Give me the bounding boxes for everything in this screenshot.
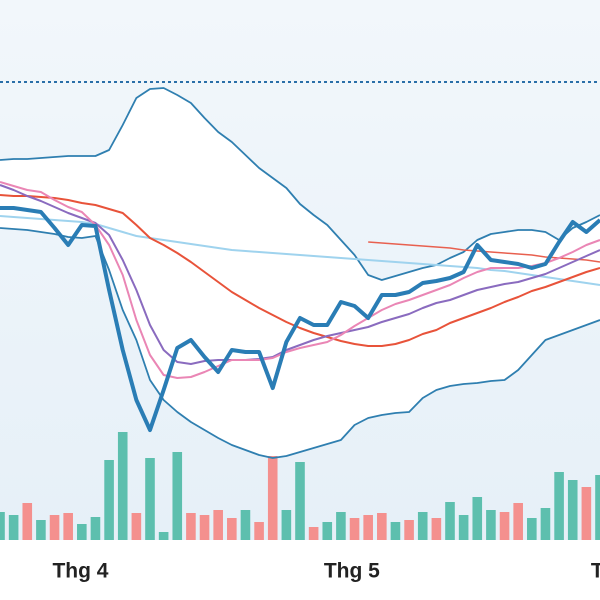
- line-series: [0, 206, 600, 432]
- volume-bar: [581, 487, 592, 540]
- volume-bar: [527, 518, 537, 540]
- volume-bar: [390, 522, 401, 540]
- volume-bar: [145, 458, 155, 540]
- volume-bar: [567, 480, 578, 540]
- volume-bar: [63, 513, 73, 540]
- volume-bar: [104, 460, 114, 540]
- volume-bar: [281, 510, 292, 540]
- line-series: [0, 184, 600, 365]
- band-fill: [0, 88, 600, 458]
- volume-bar: [486, 510, 496, 540]
- volume-bar: [49, 515, 60, 540]
- volume-bar: [554, 472, 564, 540]
- volume-bar: [295, 462, 305, 540]
- volume-bar: [8, 515, 19, 540]
- band-upper: [0, 87, 600, 281]
- volume-bar: [404, 520, 414, 540]
- line-series: [0, 181, 600, 379]
- volume-bar: [158, 532, 169, 540]
- axis-background: [0, 540, 600, 600]
- volume-bar: [513, 503, 523, 540]
- volume-bar: [431, 518, 442, 540]
- x-tick-label: Thg 5: [324, 560, 380, 583]
- volume-bar: [377, 513, 387, 540]
- volume-bar: [349, 518, 360, 540]
- volume-bar: [22, 503, 33, 540]
- volume-bar: [540, 508, 551, 540]
- volume-bar: [472, 497, 483, 540]
- volume-bar: [363, 515, 373, 540]
- volume-bar: [240, 510, 251, 540]
- volume-bar: [90, 517, 101, 540]
- volume-bar: [499, 512, 510, 540]
- volume-bar: [117, 432, 128, 540]
- volume-bar: [267, 456, 278, 540]
- volume-bar: [336, 512, 346, 540]
- volume-bar: [254, 522, 264, 540]
- volume-bar: [445, 502, 455, 540]
- volume-bar: [308, 527, 319, 540]
- line-series: [0, 194, 600, 347]
- volume-bar: [172, 452, 183, 540]
- x-tick-label: Thg 4: [52, 560, 108, 583]
- volume-bar: [199, 515, 210, 540]
- volume-bar: [186, 513, 196, 540]
- volume-bar: [417, 512, 428, 540]
- x-tick-label: T: [591, 560, 600, 583]
- volume-bar: [458, 515, 469, 540]
- volume-bar: [322, 522, 333, 540]
- volume-bar: [77, 524, 87, 540]
- volume-bar: [227, 518, 237, 540]
- volume-bar: [0, 512, 5, 540]
- volume-bar: [595, 475, 600, 540]
- volume-bar: [131, 513, 142, 540]
- volume-bar: [36, 520, 46, 540]
- volume-bar: [213, 510, 223, 540]
- line-series: [0, 215, 600, 286]
